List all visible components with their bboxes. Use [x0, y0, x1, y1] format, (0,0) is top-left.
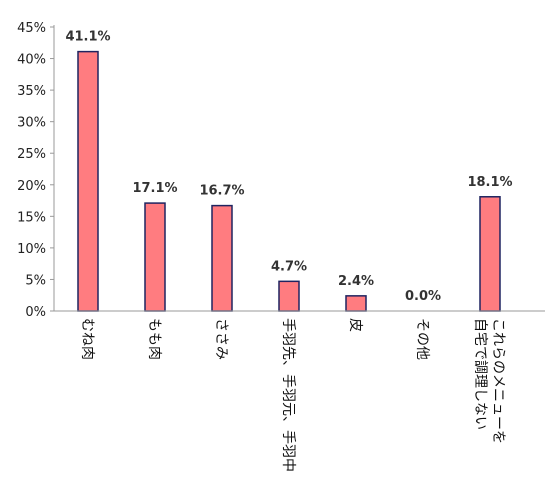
category-label: もも肉: [146, 318, 162, 360]
category-label-line: 皮: [347, 318, 363, 332]
data-label: 16.7%: [199, 184, 244, 199]
y-tick-label: 35%: [17, 84, 46, 99]
y-tick-label: 10%: [17, 242, 46, 257]
bar: [278, 280, 300, 312]
bar: [144, 202, 166, 312]
y-tick-label: 20%: [17, 179, 46, 194]
y-axis: 0% 5% 10% 15% 20% 25% 30% 35% 40% 45%: [17, 21, 55, 320]
category-label-text: 皮: [347, 318, 363, 332]
category-label-line: これらのメニューを: [490, 318, 506, 444]
data-labels: 41.1% 17.1% 16.7% 4.7% 2.4% 0.0% 18.1%: [65, 30, 512, 304]
y-tick-label: 5%: [25, 273, 46, 288]
data-label: 2.4%: [338, 274, 374, 289]
data-label: 17.1%: [132, 181, 177, 196]
y-tick-label: 30%: [17, 116, 46, 131]
bar: [345, 295, 367, 312]
data-label: 41.1%: [65, 30, 110, 45]
category-label-text: ささみ: [213, 318, 229, 360]
bar: [479, 196, 501, 312]
data-label: 4.7%: [271, 259, 307, 274]
category-label-text: 手羽先、手羽元、手羽中: [280, 318, 296, 472]
category-label: 皮: [347, 318, 363, 332]
y-tick-label: 0%: [25, 305, 46, 320]
y-tick-label: 40%: [17, 53, 46, 68]
category-label-line: 自宅で調理しない: [472, 318, 488, 430]
y-tick-label: 25%: [17, 147, 46, 162]
category-label-line: むね肉: [79, 318, 95, 360]
category-label: ささみ: [213, 318, 229, 360]
category-label-line: ささみ: [213, 318, 229, 360]
y-tick-label: 45%: [17, 21, 46, 36]
category-label: その他: [414, 318, 430, 360]
category-label: むね肉: [79, 318, 95, 360]
category-labels: むね肉 もも肉 ささみ 手羽先、手羽元、手羽中 皮 その他 これらのメニューを自宅で調理しな…: [79, 318, 506, 472]
data-label: 18.1%: [467, 175, 512, 190]
category-label-text: これらのメニューを自宅で調理しない: [472, 318, 506, 444]
category-label-line: その他: [414, 318, 430, 360]
category-label-text: むね肉: [79, 318, 95, 360]
y-tick-label: 15%: [17, 210, 46, 225]
data-label: 0.0%: [405, 289, 441, 304]
category-label: これらのメニューを自宅で調理しない: [472, 318, 506, 444]
bar: [211, 204, 233, 312]
bar: [77, 50, 99, 312]
category-label-line: 手羽先、手羽元、手羽中: [280, 318, 296, 472]
category-label-text: その他: [414, 318, 430, 360]
category-label-text: もも肉: [146, 318, 162, 360]
category-label-line: もも肉: [146, 318, 162, 360]
category-label: 手羽先、手羽元、手羽中: [280, 318, 296, 472]
